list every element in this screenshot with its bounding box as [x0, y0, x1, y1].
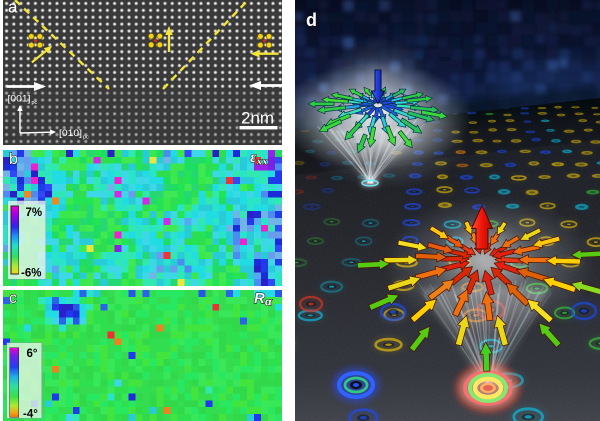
svg-text:[001]: [001] [8, 94, 31, 105]
svg-text:pc: pc [83, 135, 89, 141]
svg-text:7%: 7% [26, 207, 43, 219]
svg-text:pc: pc [32, 100, 38, 106]
svg-text:d: d [306, 10, 317, 30]
svg-text:[010]: [010] [59, 128, 82, 139]
svg-text:c: c [9, 290, 17, 307]
svg-text:-6%: -6% [21, 268, 41, 280]
svg-text:2nm: 2nm [241, 109, 274, 128]
svg-text:6°: 6° [27, 348, 38, 360]
svg-text:-4°: -4° [23, 409, 38, 421]
svg-text:b: b [9, 151, 18, 168]
svg-text:εxx: εxx [250, 150, 268, 168]
svg-text:a: a [8, 0, 18, 17]
